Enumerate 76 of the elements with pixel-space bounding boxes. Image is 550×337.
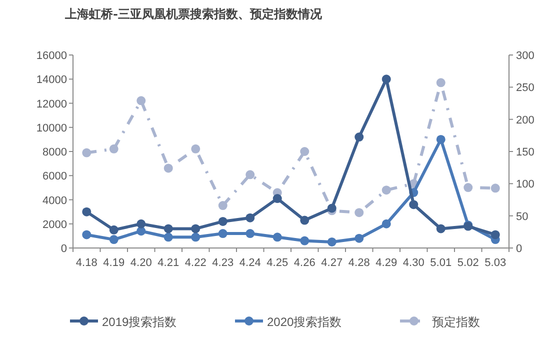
y-tick-label: 2000: [42, 218, 67, 231]
point: [354, 132, 364, 142]
y-tick-label: 8000: [42, 146, 67, 158]
point: [246, 213, 255, 222]
y-tick-label: 14000: [36, 74, 67, 86]
point: [218, 229, 228, 238]
point: [191, 232, 200, 242]
point: [246, 229, 255, 238]
x-tick-label: 4.27: [321, 257, 343, 269]
point: [327, 237, 336, 246]
point: [300, 147, 310, 156]
point: [409, 200, 418, 210]
point: [164, 232, 173, 242]
x-tick-label: 4.22: [184, 257, 206, 269]
point: [436, 78, 446, 88]
point: [136, 96, 146, 106]
point: [82, 230, 92, 240]
point: [436, 134, 446, 144]
point: [191, 224, 200, 234]
y-tick-label: 0: [60, 243, 67, 255]
x-tick-label: 4.28: [348, 257, 370, 269]
point: [218, 216, 228, 226]
point: [164, 224, 173, 234]
y2-tick-label: 250: [516, 82, 534, 94]
x-tick-label: 4.23: [212, 257, 234, 269]
x-tick-label: 5.01: [430, 257, 452, 269]
point: [218, 201, 228, 210]
point: [490, 230, 500, 240]
point: [272, 194, 282, 204]
point: [382, 74, 391, 84]
point: [490, 184, 500, 193]
x-tick-label: 4.21: [158, 257, 180, 269]
point: [272, 232, 282, 242]
y2-tick-label: 100: [516, 178, 534, 191]
point: [191, 144, 200, 154]
y2-tick-label: 50: [516, 210, 528, 223]
point: [354, 208, 364, 218]
y-tick-label: 4000: [42, 194, 67, 207]
point: [109, 144, 118, 154]
point: [436, 224, 446, 234]
y2-tick-label: 300: [516, 50, 534, 62]
x-tick-label: 4.24: [239, 257, 261, 269]
legend-label: 2020搜索指数: [267, 315, 342, 329]
x-tick-label: 4.30: [402, 257, 424, 269]
point: [382, 186, 391, 195]
point: [382, 219, 391, 228]
point: [164, 164, 173, 173]
x-tick-label: 4.26: [294, 257, 316, 269]
y2-tick-label: 150: [516, 146, 534, 158]
y-tick-label: 10000: [36, 122, 67, 134]
point: [82, 207, 92, 216]
x-tick-label: 4.20: [130, 257, 152, 269]
y-tick-label: 12000: [36, 98, 67, 110]
y-tick-label: 16000: [36, 50, 67, 62]
point: [109, 225, 118, 234]
chart-title: 上海虹桥-三亚凤凰机票搜索指数、预定指数情况: [64, 7, 323, 21]
point: [300, 236, 310, 246]
y-tick-label: 6000: [42, 170, 67, 183]
point: [136, 219, 146, 228]
point: [109, 235, 118, 244]
point: [300, 216, 310, 225]
point: [246, 170, 255, 180]
point: [464, 183, 473, 192]
x-tick-label: 5.03: [484, 257, 506, 269]
x-tick-label: 4.19: [103, 257, 125, 269]
x-tick-label: 4.25: [266, 257, 288, 269]
point: [327, 204, 336, 213]
point: [82, 148, 92, 158]
x-tick-label: 4.29: [376, 257, 398, 269]
x-tick-label: 4.18: [76, 257, 98, 269]
y2-tick-label: 0: [516, 243, 522, 255]
point: [354, 234, 364, 243]
legend-label: 2019搜索指数: [102, 315, 177, 329]
x-tick-label: 5.02: [457, 257, 479, 269]
y2-tick-label: 200: [516, 114, 534, 126]
legend-label: 预定指数: [432, 315, 480, 329]
